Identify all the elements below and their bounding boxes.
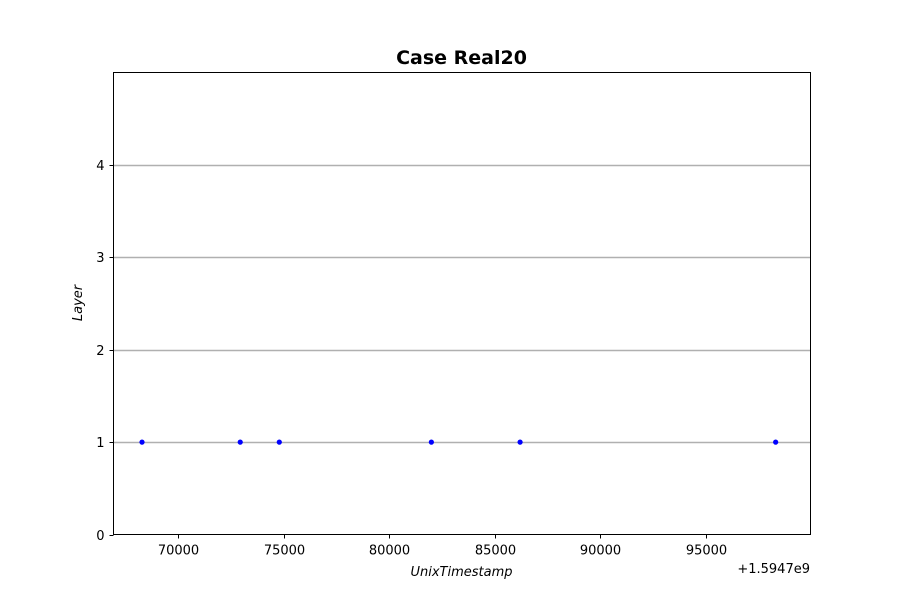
x-tick-label: 70000 [158, 544, 199, 559]
x-offset-label: +1.5947e9 [737, 562, 810, 577]
y-tick-label: 1 [96, 436, 104, 451]
data-point [139, 439, 145, 445]
point-layer [139, 439, 779, 445]
y-tick-label: 3 [96, 251, 104, 266]
x-tick-label: 80000 [369, 544, 410, 559]
y-axis-label: Layer [71, 283, 86, 321]
y-tick-label: 2 [96, 344, 104, 359]
y-tick-label: 0 [96, 529, 104, 544]
x-axis-label: UnixTimestamp [410, 565, 512, 580]
grid-layer [113, 164, 811, 444]
tick-layer: 0 1 2 3 4 70000 75000 80000 85000 90000 95000 [96, 159, 727, 559]
data-point [773, 439, 779, 445]
data-point [237, 439, 243, 445]
x-tick-label: 85000 [475, 544, 516, 559]
plot-frame [113, 72, 811, 535]
x-tick-label: 90000 [580, 544, 621, 559]
data-point [517, 439, 523, 445]
x-tick-label: 75000 [264, 544, 305, 559]
data-point [276, 439, 282, 445]
chart-title: Case Real20 [396, 47, 527, 69]
x-tick-label: 95000 [686, 544, 727, 559]
y-tick-label: 4 [96, 159, 104, 174]
data-point [428, 439, 434, 445]
